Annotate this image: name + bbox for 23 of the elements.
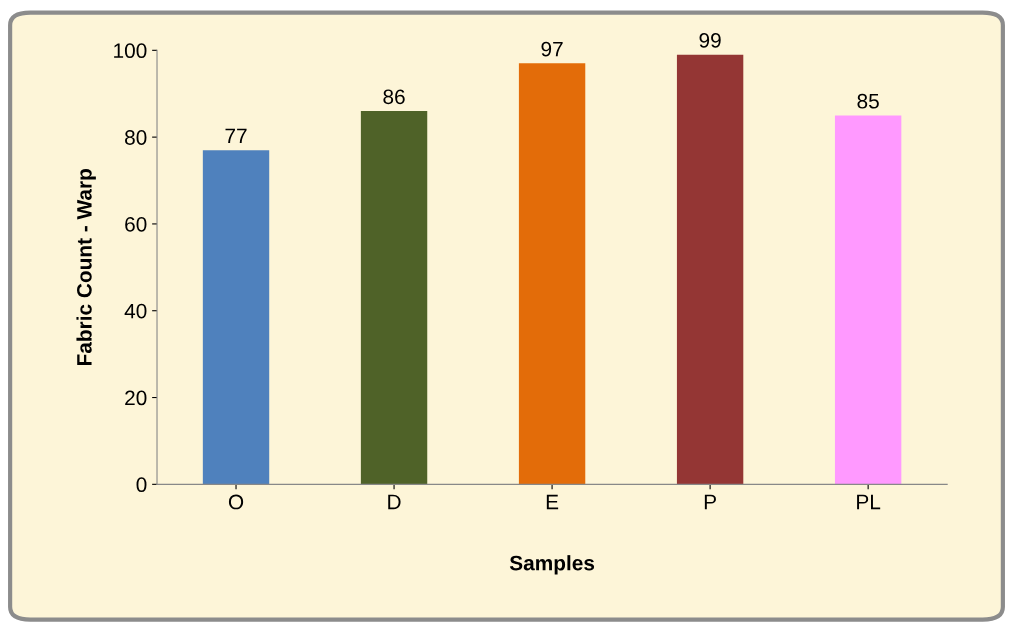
y-axis-title: Fabric Count - Warp bbox=[76, 169, 96, 366]
y-tick-label: 80 bbox=[125, 130, 147, 145]
y-tick-label: 40 bbox=[124, 303, 147, 319]
bar bbox=[360, 111, 428, 485]
x-tick-label: D bbox=[388, 494, 401, 510]
bar bbox=[834, 115, 902, 485]
data-label: 99 bbox=[699, 33, 721, 48]
y-tick-label: 60 bbox=[125, 216, 147, 232]
y-tick-label: 0 bbox=[136, 477, 147, 493]
data-label: 85 bbox=[857, 93, 879, 109]
data-label: 86 bbox=[383, 89, 405, 105]
x-tick-label: O bbox=[228, 494, 244, 510]
bar bbox=[202, 150, 270, 485]
y-tick-label: 20 bbox=[125, 390, 147, 406]
x-tick-label: P bbox=[704, 494, 716, 510]
data-label: 77 bbox=[225, 128, 247, 144]
x-tick-label: PL bbox=[857, 494, 881, 510]
bar bbox=[676, 54, 744, 485]
data-label: 97 bbox=[541, 41, 563, 57]
bar bbox=[518, 63, 586, 485]
y-tick-label: 100 bbox=[114, 43, 147, 59]
x-tick-label: E bbox=[546, 494, 559, 510]
x-axis-title: Samples bbox=[509, 555, 595, 575]
